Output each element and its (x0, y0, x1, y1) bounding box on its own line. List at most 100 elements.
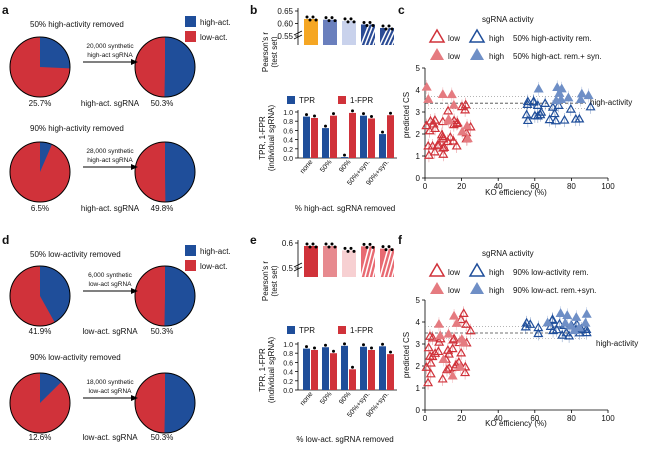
arrow-label-top: 20,000 synthetic (86, 43, 134, 50)
arrow-head-icon (131, 59, 138, 65)
tpr-dot (305, 345, 308, 349)
low-activity-syn-point (433, 318, 444, 328)
bar-hatch (391, 27, 401, 46)
high-activity-point (525, 319, 536, 328)
low-activity-point (458, 308, 469, 317)
bar-hatch (364, 246, 374, 278)
top-dot (330, 242, 334, 246)
top-dot (324, 16, 328, 20)
pie-high-slice (40, 373, 62, 403)
arrow-label-bottom: low-act sgRNA (89, 388, 133, 395)
high-activity-point (559, 114, 570, 124)
low-activity-point (421, 362, 432, 371)
bar-hatch (360, 24, 370, 46)
fpr-bar (387, 354, 394, 390)
pie-outline (134, 141, 196, 203)
axis-break (293, 34, 303, 40)
pie-outline (9, 36, 71, 98)
top-dot (308, 245, 312, 249)
high-activity-syn-point (555, 308, 566, 317)
bottom-y-tick-label: 1.0 (283, 342, 293, 349)
tpr-dot (362, 112, 365, 116)
y-tick-label: 4 (416, 86, 421, 95)
pie-high-slice (164, 266, 195, 326)
low-activity-point (449, 362, 461, 371)
pie-outline (134, 265, 196, 327)
x-tick-label: 50% (319, 391, 333, 406)
tpr-bar (379, 134, 386, 158)
fpr-bar (311, 349, 318, 390)
x-axis-title: % low-act. sgRNA removed (296, 435, 393, 444)
pie-outline (9, 265, 71, 327)
top-dot (384, 27, 388, 31)
low-activity-syn-point (435, 330, 446, 340)
low-activity-syn-point (443, 113, 454, 123)
high-activity-point (528, 96, 539, 106)
x-tick-label: 60 (530, 182, 539, 191)
high-filled-triangle-icon (470, 48, 484, 60)
high-activity-point (565, 103, 576, 113)
panel-c: c sgRNA activity low high 50% high-activ… (398, 3, 632, 197)
panel-f: f sgRNA activity low high 90% low-activi… (398, 233, 638, 428)
low-activity-point (427, 140, 438, 150)
pie-before (9, 36, 71, 98)
low-activity-point (423, 342, 434, 352)
bottom-ylabel-1: TPR, 1-FPR (258, 116, 267, 160)
top-bar (342, 20, 356, 45)
top-bar (304, 18, 318, 45)
legend-fpr-label: 1-FPR (350, 326, 373, 335)
low-activity-point (451, 140, 462, 150)
top-ylabel-1: Pearson's r (261, 32, 270, 73)
bottom-ylabel-1: TPR, 1-FPR (258, 348, 267, 392)
high-activity-point (544, 114, 555, 124)
top-y-tick-label: 0.65 (277, 7, 293, 16)
legend-row1: 50% high-activity rem. (513, 34, 592, 43)
low-activity-point (445, 131, 456, 141)
top-dot (362, 20, 366, 24)
group-d2: 90% low-activity removed 18,000 syntheti… (9, 353, 196, 442)
legend-high-swatch (185, 245, 196, 256)
y-tick-label: 0 (416, 406, 421, 415)
pct-caption: low-act. sgRNA (82, 327, 138, 336)
tpr-dot (381, 130, 384, 134)
group-a1: 50% high-activity removed 20,000 synthet… (9, 20, 196, 108)
panel-a-label: a (2, 3, 9, 17)
low-activity-point (460, 104, 471, 114)
arrow-head-icon (131, 288, 138, 294)
high-activity-syn-point (533, 83, 544, 93)
pie-after (134, 141, 196, 203)
bottom-y-tick-label: 0.8 (283, 119, 293, 126)
group-title: 90% low-activity removed (30, 353, 121, 362)
pct-before: 6.5% (31, 204, 49, 213)
threshold-label: high-activity (596, 339, 638, 348)
top-dot (387, 24, 391, 28)
low-activity-syn-point (421, 81, 432, 91)
low-activity-syn-point (461, 120, 473, 130)
bar-hatch (368, 24, 378, 46)
top-dot (343, 17, 347, 21)
bar-hatch (372, 24, 382, 46)
low-filled-triangle-icon (430, 48, 444, 60)
panel-a: a high-act. low-act. 50% high-activity r… (2, 3, 231, 213)
pie-outline (134, 36, 196, 98)
top-dot (333, 19, 337, 23)
pie-high-slice (40, 266, 71, 323)
low-activity-point (460, 367, 471, 377)
panel-b-label: b (250, 3, 257, 17)
legend-tpr-swatch (287, 326, 295, 334)
fpr-dot (351, 109, 354, 113)
high-activity-syn-point (542, 317, 553, 327)
legend-c: low high 50% high-activity rem. low high… (428, 28, 602, 61)
low-activity-point (447, 343, 458, 353)
bar-hatch (383, 248, 393, 278)
high-activity-point (570, 113, 581, 123)
x-tick-label: 20 (457, 182, 466, 191)
top-dot (390, 27, 394, 31)
legend-low-label: low-act. (200, 262, 228, 271)
high-activity-syn-point (556, 94, 567, 104)
low-activity-point (430, 348, 441, 357)
high-activity-syn-point (580, 317, 591, 327)
x-tick-label: none (299, 159, 314, 176)
top-dot (311, 242, 315, 246)
